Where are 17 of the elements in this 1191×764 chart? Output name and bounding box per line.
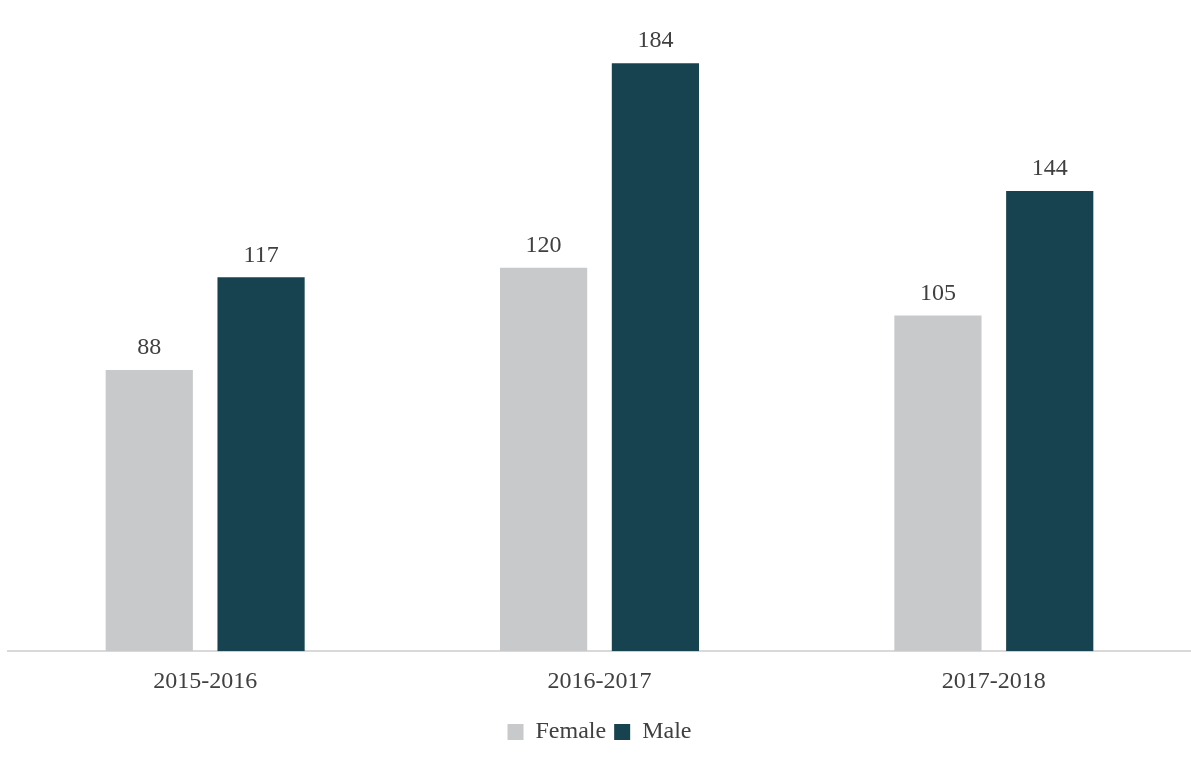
data-label: 184 xyxy=(637,26,674,53)
data-label: 144 xyxy=(1031,154,1068,181)
data-label: 105 xyxy=(919,278,956,305)
bar xyxy=(500,267,588,652)
data-label: 88 xyxy=(137,333,162,360)
bar xyxy=(105,369,193,652)
bar xyxy=(894,315,982,652)
data-label: 120 xyxy=(525,230,562,257)
bar xyxy=(1006,190,1094,652)
bar xyxy=(611,63,699,652)
x-tick-label: 2016-2017 xyxy=(547,666,652,693)
data-label: 117 xyxy=(243,240,279,267)
bar xyxy=(217,277,305,652)
x-tick-label: 2017-2018 xyxy=(941,666,1046,693)
x-tick-label: 2015-2016 xyxy=(153,666,258,693)
legend-label: Female xyxy=(535,717,607,744)
legend-label: Male xyxy=(642,717,692,744)
